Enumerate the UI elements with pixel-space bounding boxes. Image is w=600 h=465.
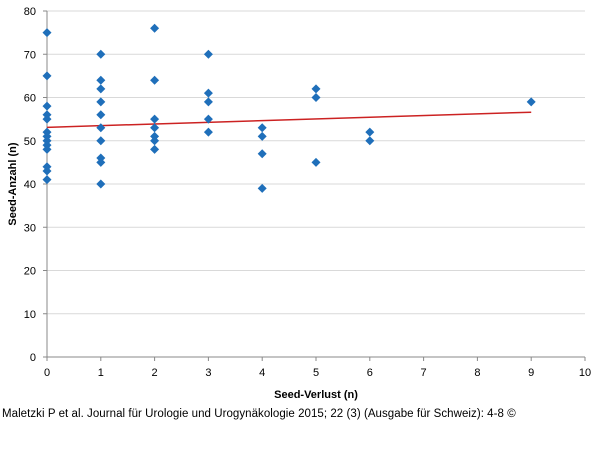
data-point-14 — [96, 75, 106, 85]
x-tick-label-9: 9 — [528, 367, 534, 379]
data-point-41 — [311, 157, 321, 167]
data-point-11 — [42, 166, 52, 176]
data-point-42 — [365, 127, 375, 137]
data-point-25 — [150, 114, 160, 124]
x-tick-label-8: 8 — [474, 367, 480, 379]
x-tick-label-4: 4 — [259, 367, 265, 379]
x-axis-title: Seed-Verlust (n) — [274, 389, 358, 401]
data-point-32 — [203, 97, 213, 107]
data-point-15 — [96, 84, 106, 94]
data-point-17 — [96, 110, 106, 120]
data-point-34 — [203, 127, 213, 137]
data-point-12 — [42, 175, 52, 185]
data-point-39 — [311, 84, 321, 94]
y-tick-label-10: 10 — [24, 309, 36, 321]
data-points — [42, 23, 536, 193]
data-point-2 — [42, 101, 52, 111]
data-point-16 — [96, 97, 106, 107]
x-tick-label-5: 5 — [313, 367, 319, 379]
x-tick-label-3: 3 — [205, 367, 211, 379]
y-tick-label-80: 80 — [24, 6, 36, 18]
y-axis-title: Seed-Anzahl (n) — [7, 142, 19, 225]
data-point-43 — [365, 136, 375, 146]
trendline-layer — [46, 111, 532, 129]
data-point-9 — [42, 144, 52, 154]
data-point-28 — [150, 136, 160, 146]
data-point-21 — [96, 157, 106, 167]
x-tick-label-1: 1 — [98, 367, 104, 379]
x-tick-label-2: 2 — [152, 367, 158, 379]
source-caption: Maletzki P et al. Journal für Urologie u… — [2, 408, 516, 420]
y-tick-label-50: 50 — [24, 136, 36, 148]
y-tick-label-40: 40 — [24, 179, 36, 191]
y-tick-label-0: 0 — [30, 352, 36, 364]
data-point-29 — [150, 144, 160, 154]
data-point-44 — [526, 97, 536, 107]
data-point-19 — [96, 136, 106, 146]
x-tick-label-0: 0 — [44, 367, 50, 379]
data-point-22 — [96, 179, 106, 189]
data-point-4 — [42, 114, 52, 124]
y-tick-label-70: 70 — [24, 49, 36, 61]
data-point-23 — [150, 23, 160, 33]
x-tick-label-7: 7 — [421, 367, 427, 379]
data-point-38 — [257, 183, 267, 193]
data-point-26 — [150, 123, 160, 133]
data-point-33 — [203, 114, 213, 124]
data-point-18 — [96, 123, 106, 133]
x-tick-label-6: 6 — [367, 367, 373, 379]
data-point-13 — [96, 49, 106, 59]
data-point-35 — [257, 123, 267, 133]
data-point-40 — [311, 93, 321, 102]
tick-labels: 0 10 20 30 40 50 60 70 80 0 1 2 3 4 5 6 7 8 9 10 — [24, 6, 591, 379]
data-point-31 — [203, 88, 213, 98]
data-point-36 — [257, 131, 267, 141]
axes — [43, 10, 586, 361]
y-tick-label-30: 30 — [24, 222, 36, 234]
data-point-37 — [257, 149, 267, 159]
y-tick-label-20: 20 — [24, 266, 36, 278]
data-point-0 — [42, 28, 52, 38]
data-point-24 — [150, 75, 160, 85]
trendline — [46, 111, 532, 129]
y-tick-label-60: 60 — [24, 93, 36, 105]
x-tick-label-10: 10 — [579, 367, 591, 379]
data-point-1 — [42, 71, 52, 81]
data-point-30 — [203, 49, 213, 59]
